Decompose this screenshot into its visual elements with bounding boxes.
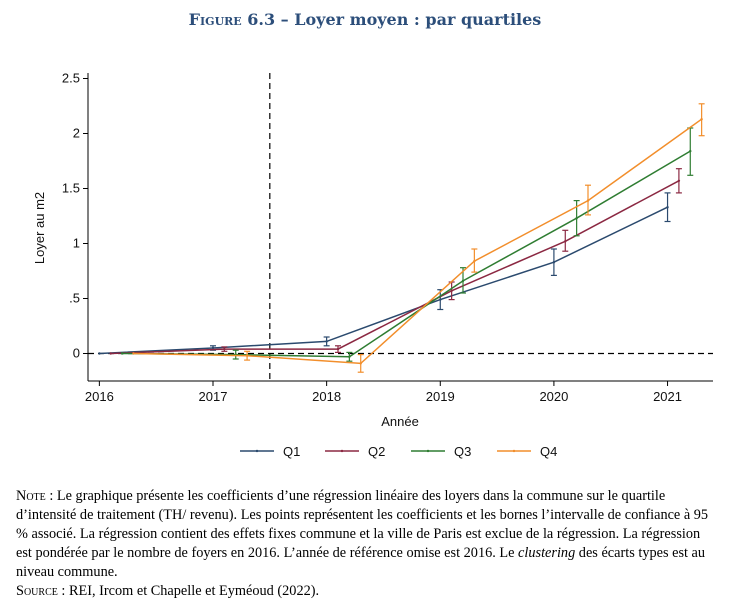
- legend-label: Q2: [368, 444, 385, 459]
- data-point: [552, 261, 556, 264]
- figure-note: Note : Le graphique présente les coeffic…: [16, 487, 716, 601]
- legend-item-q1: Q1: [240, 444, 300, 459]
- source-label: Source :: [16, 583, 66, 599]
- data-point: [348, 355, 351, 358]
- reference-lines: [88, 73, 713, 381]
- data-point: [98, 352, 101, 355]
- data-point: [336, 347, 340, 351]
- line-chart: 0 .5 1 1.5 2 2.5 2016 2017 2018 2019 2020 2021 Loy…: [32, 71, 713, 459]
- y-tick-label: 2: [73, 126, 80, 141]
- legend-marker: [512, 449, 516, 453]
- y-tick-label: 1: [73, 236, 80, 251]
- x-tick-label: 2016: [85, 389, 114, 404]
- data-point: [461, 279, 465, 283]
- data-point: [700, 118, 703, 121]
- x-tick-label: 2018: [312, 389, 341, 404]
- data-point: [109, 352, 112, 355]
- legend-marker: [340, 449, 344, 453]
- data-point: [132, 352, 135, 355]
- y-tick-label: 1.5: [62, 181, 80, 196]
- legend-label: Q4: [540, 444, 557, 459]
- note-italic: clustering: [518, 545, 576, 561]
- legend-item-q4: Q4: [497, 444, 557, 459]
- note-text: Le graphique présente les coefficients d…: [16, 488, 709, 561]
- chart-series: [98, 103, 705, 373]
- legend-item-q3: Q3: [411, 444, 471, 459]
- legend-label: Q3: [454, 444, 471, 459]
- note-label: Note :: [16, 488, 54, 504]
- y-axis-title: Loyer au m2: [32, 192, 47, 264]
- series-q4: [132, 103, 705, 373]
- data-point: [677, 179, 681, 182]
- data-point: [450, 289, 453, 292]
- figure-title: Figure 6.3 – Loyer moyen : par quartiles: [0, 10, 730, 29]
- x-tick-label: 2019: [426, 389, 455, 404]
- y-axis-ticks: 0 .5 1 1.5 2 2.5: [62, 71, 88, 361]
- chart-axes: [87, 73, 713, 382]
- series-q3: [120, 127, 694, 362]
- y-tick-label: 0: [73, 346, 80, 361]
- figure-label: Figure 6.3 –: [188, 10, 289, 29]
- x-axis-ticks: 2016 2017 2018 2019 2020 2021: [85, 381, 682, 404]
- legend-marker: [426, 449, 430, 453]
- x-tick-label: 2017: [199, 389, 228, 404]
- data-point: [586, 199, 590, 202]
- series-q1: [98, 192, 671, 355]
- legend-item-q2: Q2: [325, 444, 385, 459]
- data-point: [120, 352, 124, 355]
- series-line: [99, 206, 668, 355]
- data-point: [473, 259, 476, 263]
- data-point: [359, 362, 362, 365]
- data-point: [439, 298, 442, 301]
- y-tick-label: 2.5: [62, 71, 80, 86]
- source-text: REI, Ircom et Chapelle et Eyméoud (2022)…: [68, 583, 320, 599]
- data-point: [575, 217, 578, 220]
- data-point: [325, 340, 328, 343]
- x-tick-label: 2021: [653, 389, 682, 404]
- series-q2: [109, 168, 682, 355]
- x-axis-title: Année: [381, 414, 419, 429]
- figure-title-text: Loyer moyen : par quartiles: [294, 10, 542, 29]
- series-line: [110, 180, 680, 355]
- data-point: [666, 206, 669, 209]
- data-point: [211, 346, 215, 350]
- data-point: [689, 149, 692, 153]
- data-point: [564, 240, 567, 243]
- x-tick-label: 2020: [539, 389, 568, 404]
- chart-legend: Q1 Q2 Q3 Q4: [240, 444, 557, 459]
- legend-label: Q1: [283, 444, 300, 459]
- note-text-end: des écarts types est au niveau commune.: [16, 545, 706, 580]
- series-line: [122, 150, 691, 358]
- data-point: [223, 347, 226, 351]
- series-line: [133, 118, 703, 365]
- y-tick-label: .5: [69, 291, 80, 306]
- legend-marker: [255, 449, 259, 453]
- data-point: [245, 354, 249, 357]
